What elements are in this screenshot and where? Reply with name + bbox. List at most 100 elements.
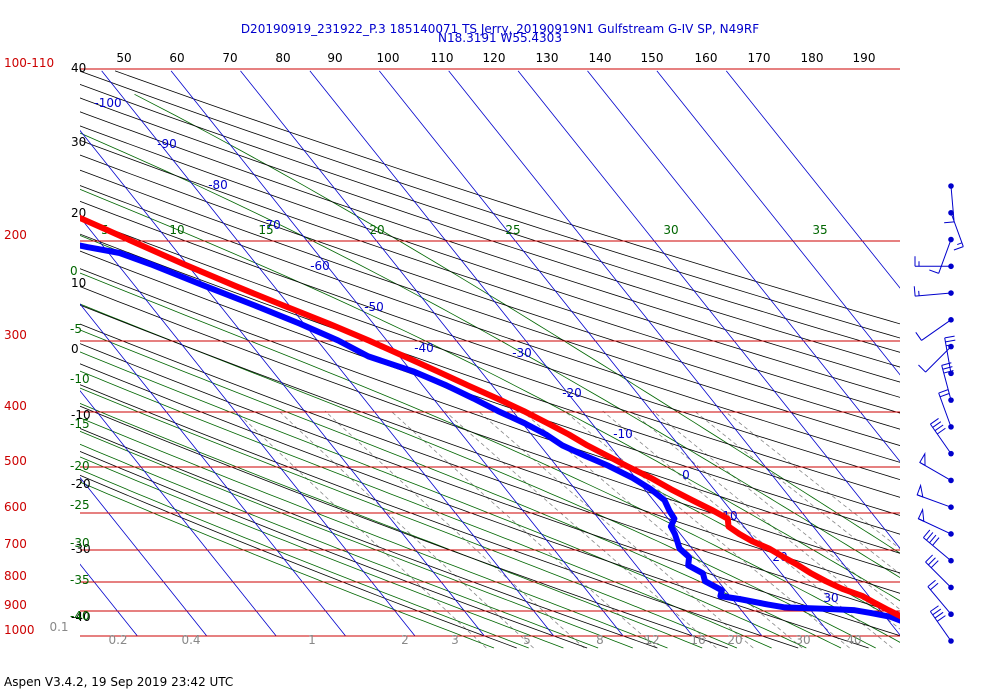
isotherm-line [80, 476, 208, 637]
top-axis-tick-label: 160 [695, 51, 718, 65]
mixing-ratio-label: 20 [727, 633, 742, 647]
wind-barb [929, 236, 954, 274]
isotherm-label: -90 [157, 137, 177, 151]
wind-barb-full-feather [928, 557, 936, 566]
isotherm-line [80, 563, 138, 637]
mixing-ratio-line [694, 410, 900, 575]
wind-barb-full-feather [934, 424, 944, 432]
wind-barb-staff [925, 561, 952, 588]
wind-barb-staff [923, 537, 952, 562]
dewpoint-trace [80, 242, 900, 624]
left-axis-tick-label: -10 [71, 408, 91, 422]
top-axis-tick-label: 80 [275, 51, 290, 65]
moist-adiabat-label: 0 [70, 264, 78, 278]
isobar-label: 900 [4, 598, 27, 612]
moist-adiabat-line [80, 387, 738, 649]
isotherm-line [0, 71, 68, 636]
dry-adiabat-line [80, 384, 799, 649]
mixing-ratio-label: 2 [401, 633, 409, 647]
dry-adiabat-line [80, 405, 728, 649]
wind-barb-staff [950, 185, 955, 222]
dry-adiabat-line [80, 139, 900, 414]
dry-adiabat-line [80, 427, 658, 649]
dry-adiabat-line [80, 451, 588, 649]
moist-adiabat-line [80, 417, 668, 649]
isotherm-label: -30 [512, 346, 532, 360]
wind-barb-full-feather [934, 611, 944, 619]
moist-adiabat-label: -10 [70, 372, 90, 386]
moist-adiabats [80, 93, 900, 649]
wind-barb-pennant [917, 507, 925, 523]
isotherm-line [378, 70, 832, 637]
mixing-ratio-label: 16 [690, 633, 705, 647]
wind-barb-full-feather [918, 364, 926, 373]
isotherm-label: -20 [562, 386, 582, 400]
top-axis-tick-label: 60 [169, 51, 184, 65]
mixing-ratio-line [324, 410, 585, 649]
wind-barb [944, 335, 956, 377]
wind-barb-staff [938, 239, 952, 274]
top-axis-tick-label: 190 [853, 51, 876, 65]
wind-barb [938, 389, 954, 430]
top-axis-tick-label: 170 [748, 51, 771, 65]
mixing-ratio-line [235, 410, 487, 649]
isotherm-line [656, 70, 900, 376]
isobar-label: 800 [4, 569, 27, 583]
moist-adiabat-line [80, 329, 842, 649]
sounding-profiles [80, 214, 900, 624]
dry-adiabat-line [80, 97, 900, 368]
wind-barb-full-feather [943, 370, 954, 374]
wind-barb-full-feather [929, 534, 937, 544]
mixing-ratio-label: 0.4 [181, 633, 200, 647]
wind-barb [913, 286, 954, 297]
isotherm-label: -10 [613, 427, 633, 441]
top-axis-tick-label: 180 [801, 51, 824, 65]
dry-adiabat-line [80, 217, 900, 498]
moist-adiabat-label: 30 [663, 223, 678, 237]
wind-barb-full-feather [932, 608, 942, 616]
wind-barb [923, 529, 954, 564]
wind-barb-full-feather [913, 286, 916, 297]
dry-adiabats [80, 70, 900, 649]
dry-adiabat-line [80, 125, 900, 398]
wind-barb-full-feather [938, 389, 949, 394]
wind-barb-full-feather [939, 392, 950, 398]
isotherm-line [448, 70, 900, 636]
mixing-ratio-line [390, 410, 657, 649]
wind-barb-full-feather [930, 418, 939, 425]
wind-barb-full-feather [930, 605, 939, 612]
wind-barb-full-feather [929, 269, 939, 274]
moist-adiabat-line [80, 403, 703, 649]
wind-barb [941, 362, 954, 403]
isotherm-line [587, 70, 900, 463]
wind-barb-full-feather [925, 554, 933, 563]
dry-adiabat-line [80, 84, 900, 353]
moist-adiabat-label: -35 [70, 573, 90, 587]
wind-barb-staff [929, 423, 952, 454]
left-axis-tick-label: -20 [71, 477, 91, 491]
top-axis-tick-label: 70 [222, 51, 237, 65]
mixing-ratio-label: 40 [846, 633, 861, 647]
left-axis-tick-label: 0 [71, 342, 79, 356]
moist-adiabat-label: -15 [70, 417, 90, 431]
wind-barb [916, 483, 954, 510]
top-axis-tick-label: 110 [431, 51, 454, 65]
mixing-ratio-label: 5 [523, 633, 531, 647]
wind-barb [929, 605, 954, 644]
isotherm-line [80, 390, 277, 637]
isobar-label: 500 [4, 454, 27, 468]
mixing-ratio-line [564, 410, 850, 649]
moist-adiabat-label: -30 [70, 536, 90, 550]
dry-adiabat-line [80, 70, 900, 339]
footer-version-stamp: Aspen V3.4.2, 19 Sep 2019 23:42 UTC [4, 675, 233, 689]
left-axis-tick-label: 10 [71, 276, 86, 290]
dry-adiabat-line [80, 169, 900, 446]
chart-title-line-1: D20190919_231922_P.3 185140071 TS Jerry,… [241, 22, 759, 36]
top-axis-tick-label: 130 [536, 51, 559, 65]
wind-barb-full-feather [926, 532, 934, 541]
moist-adiabat-label: -25 [70, 498, 90, 512]
moist-adiabat-label: 10 [169, 223, 184, 237]
wind-barb-full-feather [941, 362, 952, 366]
wind-barb-full-feather [923, 529, 931, 538]
